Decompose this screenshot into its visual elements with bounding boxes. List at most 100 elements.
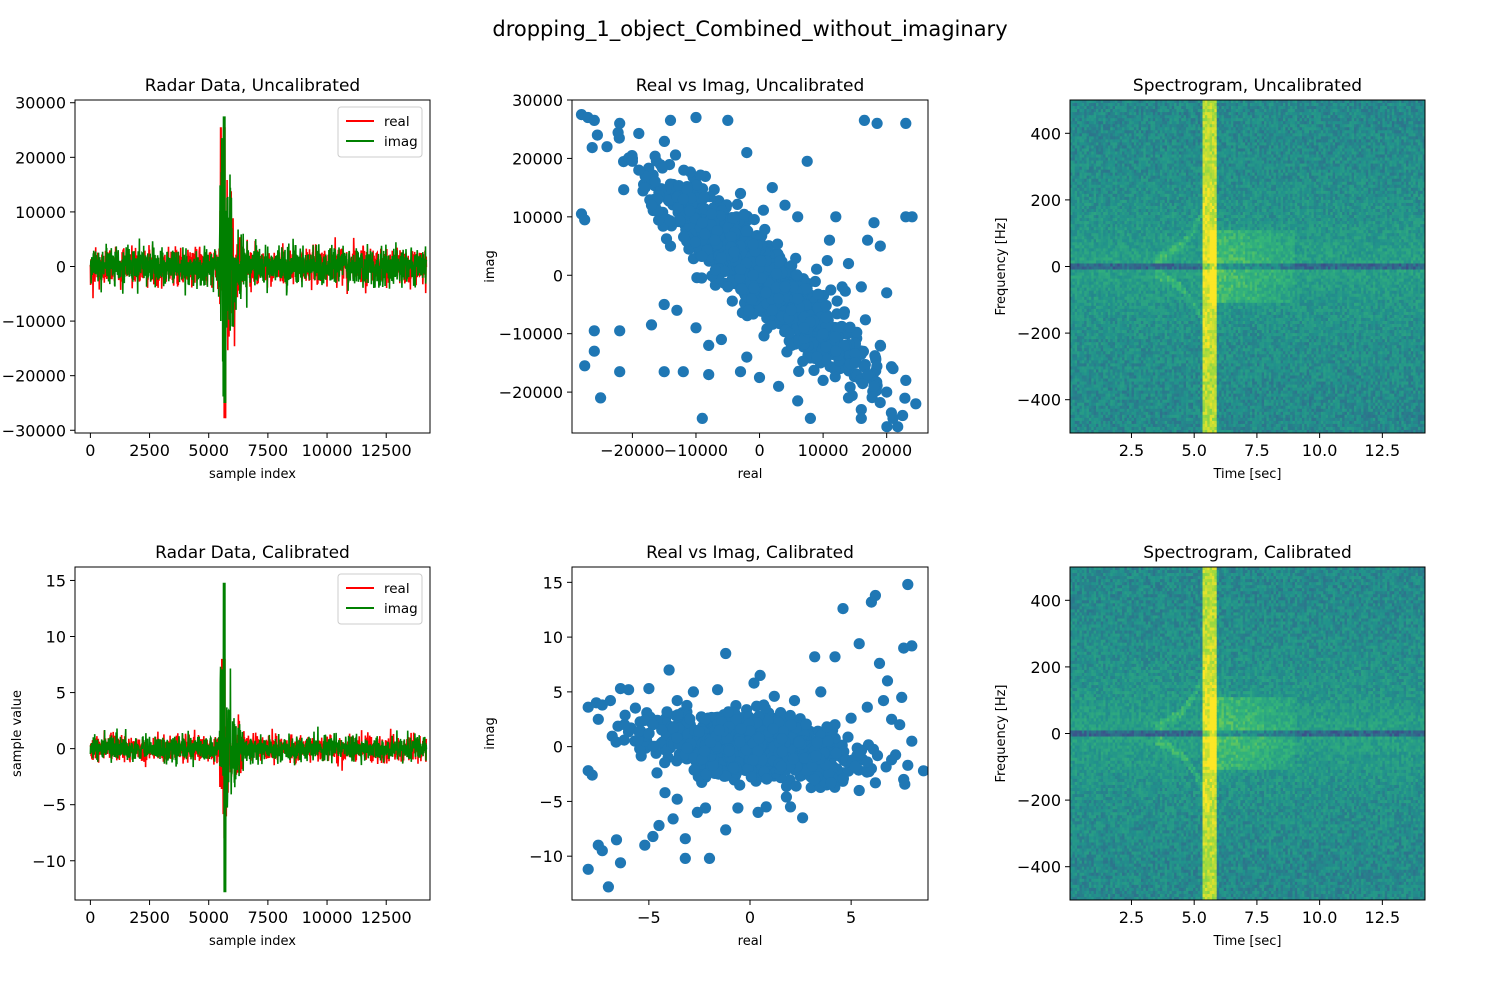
heatmap-cell xyxy=(1093,215,1097,219)
heatmap-cell xyxy=(1119,275,1123,280)
heatmap-cell xyxy=(1110,205,1113,210)
heatmap-cell xyxy=(1110,420,1113,425)
heatmap-cell xyxy=(1072,320,1076,325)
heatmap-cell xyxy=(1079,411,1083,416)
heatmap-cell xyxy=(1126,296,1130,301)
heatmap-cell xyxy=(1138,181,1142,186)
heatmap-cell xyxy=(1077,212,1080,216)
heatmap-cell xyxy=(1086,248,1090,252)
heatmap-cell xyxy=(1129,420,1132,425)
heatmap-cell xyxy=(1096,100,1099,104)
heatmap-cell xyxy=(1131,212,1135,216)
heatmap-cell xyxy=(1091,196,1095,201)
heatmap-cell xyxy=(1131,178,1135,183)
heatmap-cell xyxy=(1088,348,1092,352)
heatmap-cell xyxy=(1074,302,1078,307)
heatmap-cell xyxy=(1126,148,1130,152)
heatmap-cell xyxy=(1091,402,1095,407)
heatmap-cell xyxy=(1105,324,1109,328)
heatmap-cell xyxy=(1122,151,1125,155)
heatmap-cell xyxy=(1105,166,1109,171)
heatmap-cell xyxy=(1117,251,1121,255)
heatmap-cell xyxy=(1122,233,1125,237)
heatmap-cell xyxy=(1100,118,1104,122)
heatmap-cell xyxy=(1112,308,1116,313)
heatmap-cell xyxy=(1114,142,1118,146)
heatmap-cell xyxy=(1114,151,1118,155)
heatmap-cell xyxy=(1112,154,1116,158)
heatmap-cell xyxy=(1107,275,1111,280)
heatmap-cell xyxy=(1131,269,1135,273)
heatmap-cell xyxy=(1086,196,1090,201)
heatmap-cell xyxy=(1091,163,1095,167)
heatmap-cell xyxy=(1110,151,1113,155)
heatmap-cell xyxy=(1072,118,1076,122)
heatmap-cell xyxy=(1074,242,1078,246)
heatmap-cell xyxy=(1093,381,1097,385)
heatmap-cell xyxy=(1088,187,1092,192)
heatmap-cell xyxy=(1074,136,1078,140)
heatmap-cell xyxy=(1114,221,1118,225)
heatmap-cell xyxy=(1084,411,1087,416)
heatmap-cell xyxy=(1074,106,1078,110)
heatmap-cell xyxy=(1124,339,1128,343)
heatmap-cell xyxy=(1138,157,1142,161)
heatmap-cell xyxy=(1119,163,1123,167)
scatter-point xyxy=(691,179,703,191)
heatmap-cell xyxy=(1091,420,1095,425)
scatter-point xyxy=(792,395,804,407)
heatmap-cell xyxy=(1122,175,1125,180)
heatmap-cell xyxy=(1086,275,1090,280)
heatmap-cell xyxy=(1074,387,1078,392)
heatmap-cell xyxy=(1117,269,1121,273)
heatmap-cell xyxy=(1110,345,1113,349)
heatmap-cell xyxy=(1126,287,1130,292)
heatmap-cell xyxy=(1086,366,1090,370)
heatmap-cell xyxy=(1074,372,1078,376)
heatmap-cell xyxy=(1136,305,1140,310)
heatmap-cell xyxy=(1091,154,1095,158)
heatmap-cell xyxy=(1077,266,1080,270)
heatmap-cell xyxy=(1124,242,1128,246)
heatmap-cell xyxy=(1141,154,1144,158)
heatmap-cell xyxy=(1110,181,1113,186)
heatmap-cell xyxy=(1093,212,1097,216)
heatmap-cell xyxy=(1124,154,1128,158)
heatmap-cell xyxy=(1086,254,1090,258)
heatmap-cell xyxy=(1129,251,1132,255)
heatmap-cell xyxy=(1084,224,1087,228)
heatmap-cell xyxy=(1114,399,1118,404)
heatmap-cell xyxy=(1093,390,1097,395)
heatmap-cell xyxy=(1143,136,1147,140)
heatmap-cell xyxy=(1100,263,1104,267)
heatmap-cell xyxy=(1112,196,1116,201)
heatmap-cell xyxy=(1100,272,1104,276)
heatmap-cell xyxy=(1122,112,1125,116)
heatmap-cell xyxy=(1133,308,1137,313)
heatmap-cell xyxy=(1072,263,1076,267)
heatmap-cell xyxy=(1107,175,1111,180)
heatmap-cell xyxy=(1117,293,1121,298)
heatmap-cell xyxy=(1124,224,1128,228)
heatmap-cell xyxy=(1081,417,1085,422)
heatmap-cell xyxy=(1077,360,1080,364)
heatmap-cell xyxy=(1117,212,1121,216)
heatmap-cell xyxy=(1100,148,1104,152)
heatmap-cell xyxy=(1119,190,1123,195)
heatmap-cell xyxy=(1107,290,1111,295)
heatmap-cell xyxy=(1086,236,1090,240)
heatmap-cell xyxy=(1131,426,1135,431)
heatmap-cell xyxy=(1093,317,1097,322)
heatmap-cell xyxy=(1131,227,1135,231)
heatmap-cell xyxy=(1098,118,1102,122)
heatmap-cell xyxy=(1136,218,1140,222)
heatmap-cell xyxy=(1112,227,1116,231)
heatmap-cell xyxy=(1124,184,1128,189)
heatmap-cell xyxy=(1074,154,1078,158)
heatmap-cell xyxy=(1114,175,1118,180)
heatmap-cell xyxy=(1124,284,1128,289)
scatter-point xyxy=(906,211,918,223)
heatmap-cell xyxy=(1105,369,1109,373)
heatmap-cell xyxy=(1124,381,1128,385)
heatmap-cell xyxy=(1117,287,1121,292)
